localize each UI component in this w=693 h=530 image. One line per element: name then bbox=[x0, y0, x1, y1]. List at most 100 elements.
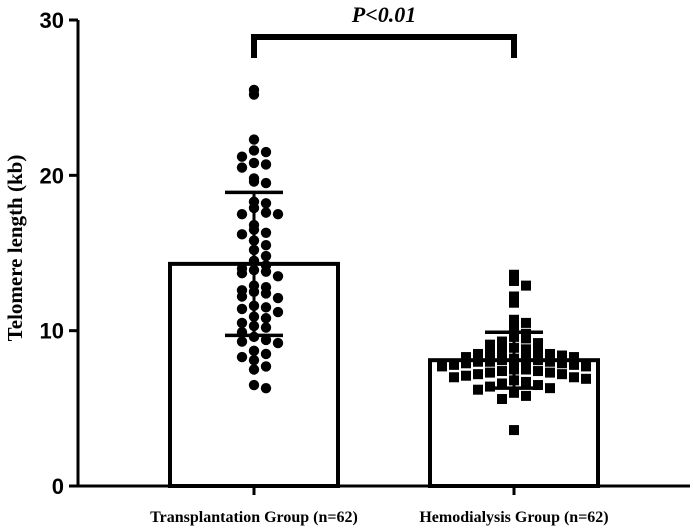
data-point bbox=[461, 352, 471, 363]
data-point bbox=[449, 359, 459, 370]
x-category-label: Transplantation Group (n=62) bbox=[150, 509, 358, 526]
error-bars bbox=[225, 190, 543, 390]
data-point bbox=[473, 356, 483, 367]
data-point bbox=[260, 146, 272, 158]
axis-labels: 0 10 20 30 Transplantation Group (n=62) Hemod… bbox=[40, 8, 609, 526]
data-point bbox=[497, 336, 507, 347]
data-point bbox=[260, 250, 272, 262]
y-axis-title: Telomere length (kb) bbox=[3, 155, 27, 342]
data-point bbox=[260, 240, 272, 251]
data-point bbox=[473, 348, 483, 359]
data-point bbox=[533, 366, 543, 377]
data-point bbox=[248, 145, 260, 156]
data-point bbox=[236, 208, 248, 220]
data-point bbox=[545, 356, 555, 367]
data-point bbox=[260, 288, 272, 299]
data-point bbox=[533, 355, 543, 366]
data-point bbox=[509, 314, 519, 325]
y-tick-label: 10 bbox=[40, 319, 64, 344]
data-point bbox=[509, 425, 519, 436]
data-point bbox=[260, 227, 272, 239]
data-point bbox=[248, 354, 260, 366]
data-point bbox=[260, 382, 272, 394]
data-point bbox=[236, 351, 248, 363]
data-point bbox=[260, 302, 272, 313]
data-point bbox=[509, 297, 519, 308]
data-point bbox=[521, 376, 531, 387]
data-point bbox=[248, 176, 260, 187]
data-point bbox=[236, 317, 248, 329]
data-point bbox=[521, 333, 531, 344]
data-point bbox=[260, 334, 272, 346]
data-point bbox=[236, 162, 248, 173]
data-point bbox=[272, 271, 284, 282]
significance-bracket-line bbox=[251, 34, 517, 58]
data-point bbox=[248, 345, 260, 357]
data-point bbox=[272, 292, 284, 304]
data-point bbox=[260, 198, 272, 209]
significance-label: P<0.01 bbox=[351, 2, 416, 27]
data-point bbox=[497, 378, 507, 389]
data-point bbox=[521, 317, 531, 328]
data-point bbox=[509, 275, 519, 286]
data-point bbox=[248, 157, 260, 169]
data-point bbox=[236, 151, 248, 162]
data-point bbox=[557, 369, 567, 380]
data-point bbox=[557, 350, 567, 361]
data-point bbox=[473, 369, 483, 380]
data-point bbox=[260, 159, 272, 170]
data-point bbox=[521, 344, 531, 355]
data-point bbox=[509, 269, 519, 280]
data-point bbox=[260, 313, 272, 324]
data-point bbox=[461, 370, 471, 381]
data-point bbox=[449, 372, 459, 383]
data-point bbox=[533, 338, 543, 349]
data-point bbox=[260, 207, 272, 218]
data-point bbox=[545, 367, 555, 378]
data-point bbox=[509, 291, 519, 302]
data-point bbox=[260, 177, 272, 189]
data-point bbox=[581, 361, 591, 372]
data-point bbox=[521, 353, 531, 364]
significance-bracket: P<0.01 bbox=[251, 2, 517, 58]
data-point bbox=[260, 348, 272, 360]
data-point bbox=[272, 306, 284, 318]
data-point bbox=[485, 356, 495, 367]
data-point bbox=[497, 355, 507, 366]
data-point bbox=[236, 267, 248, 279]
data-point bbox=[509, 387, 519, 398]
data-point bbox=[473, 384, 483, 395]
data-point bbox=[569, 352, 579, 363]
data-point bbox=[461, 358, 471, 369]
data-point bbox=[497, 345, 507, 356]
data-point bbox=[236, 229, 248, 240]
data-point bbox=[533, 345, 543, 356]
data-point bbox=[485, 367, 495, 378]
data-point bbox=[236, 291, 248, 302]
y-tick-label: 20 bbox=[40, 163, 64, 188]
y-tick-label: 30 bbox=[40, 8, 64, 33]
data-point bbox=[485, 347, 495, 358]
data-point bbox=[272, 337, 284, 349]
x-category-label: Hemodialysis Group (n=62) bbox=[419, 509, 608, 526]
data-point bbox=[437, 361, 447, 372]
data-point bbox=[569, 372, 579, 383]
y-tick-label: 0 bbox=[52, 474, 64, 499]
data-point bbox=[533, 380, 543, 391]
data-point bbox=[248, 134, 260, 145]
data-point bbox=[260, 266, 272, 277]
data-point bbox=[248, 89, 260, 100]
data-point bbox=[545, 383, 555, 394]
data-point bbox=[569, 359, 579, 370]
data-point bbox=[521, 364, 531, 375]
data-point bbox=[260, 361, 272, 372]
data-point bbox=[485, 339, 495, 350]
data-point bbox=[521, 280, 531, 291]
data-point bbox=[497, 394, 507, 405]
data-point bbox=[497, 366, 507, 377]
data-point bbox=[248, 379, 260, 391]
data-point bbox=[260, 322, 272, 333]
data-point bbox=[248, 364, 260, 375]
data-point bbox=[557, 358, 567, 369]
data-point bbox=[521, 390, 531, 401]
